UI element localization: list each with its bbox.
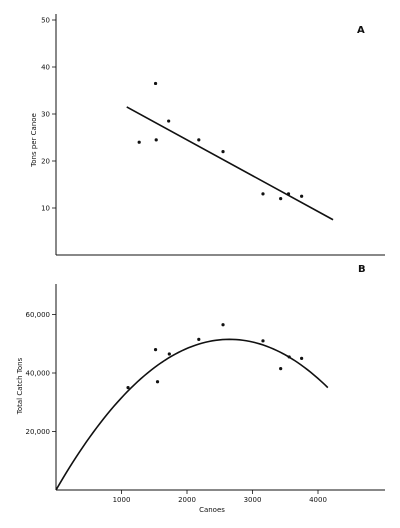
panel-b-x-tick-label: 1000 — [113, 496, 131, 504]
panel-a-data-point — [137, 140, 141, 144]
panel-a-data-point — [197, 138, 201, 142]
panel-b-data-point — [221, 323, 225, 327]
panel-a-data-point — [279, 197, 283, 201]
panel-a-y-tick-label: 40 — [41, 64, 50, 72]
panel-a-data-point — [286, 192, 291, 196]
panel-b-data-point — [153, 348, 158, 352]
panel-b-data-point — [279, 367, 283, 371]
panel-a-data-point — [153, 81, 158, 86]
panel-b-data-point — [197, 337, 201, 341]
panel-b-data-point — [167, 352, 171, 356]
panel-b-data-point — [155, 380, 160, 384]
panel-a-data-point — [154, 138, 158, 142]
panel-b-y-axis-title: Total Catch Tons — [16, 357, 24, 415]
panel-b-y-tick-label: 40,000 — [26, 370, 51, 378]
panel-b-x-axis-title: Canoes — [199, 506, 225, 514]
panel-b-fit-curve — [55, 338, 329, 491]
panel-a-y-tick-label: 10 — [41, 205, 50, 213]
panel-a-data-point — [221, 150, 225, 154]
panel-b-data-point — [261, 339, 265, 343]
panel-a-data-point — [261, 192, 265, 196]
panel-a-y-tick-label: 20 — [41, 158, 50, 166]
panel-a-y-tick-label: 50 — [41, 17, 50, 25]
panel-b-x-tick-label: 4000 — [309, 496, 327, 504]
panel-a-letter: A — [357, 25, 365, 36]
panel-b-x-tick-label: 2000 — [178, 496, 196, 504]
panel-a-y-axis-title: Tons per Canoe — [30, 113, 38, 168]
panel-a-points — [137, 81, 304, 201]
panel-a-y-tick-label: 30 — [41, 111, 50, 119]
panel-b-y-ticks: 20,000 40,000 60,000 — [26, 311, 56, 436]
panel-b-letter: B — [358, 264, 366, 275]
panel-a-data-point — [300, 194, 304, 198]
panel-b-x-tick-label: 3000 — [244, 496, 262, 504]
panel-b-data-point — [300, 356, 304, 360]
panel-b-data-point — [287, 355, 291, 359]
panel-b: B Total Catch Tons Canoes 20,000 40,000 60… — [16, 264, 385, 514]
panel-b-points — [126, 323, 304, 390]
panel-b-data-point — [126, 386, 130, 390]
panel-b-y-tick-label: 60,000 — [26, 311, 51, 319]
panel-a-data-point — [167, 119, 171, 123]
panel-b-y-tick-label: 20,000 — [26, 428, 51, 436]
panel-a-fit-line — [126, 106, 334, 221]
panel-b-x-ticks: 1000 2000 3000 4000 — [113, 490, 327, 504]
panel-a: A Tons per Canoe 102030405060 — [30, 14, 385, 256]
panel-a-y-ticks: 102030405060 — [41, 17, 56, 213]
